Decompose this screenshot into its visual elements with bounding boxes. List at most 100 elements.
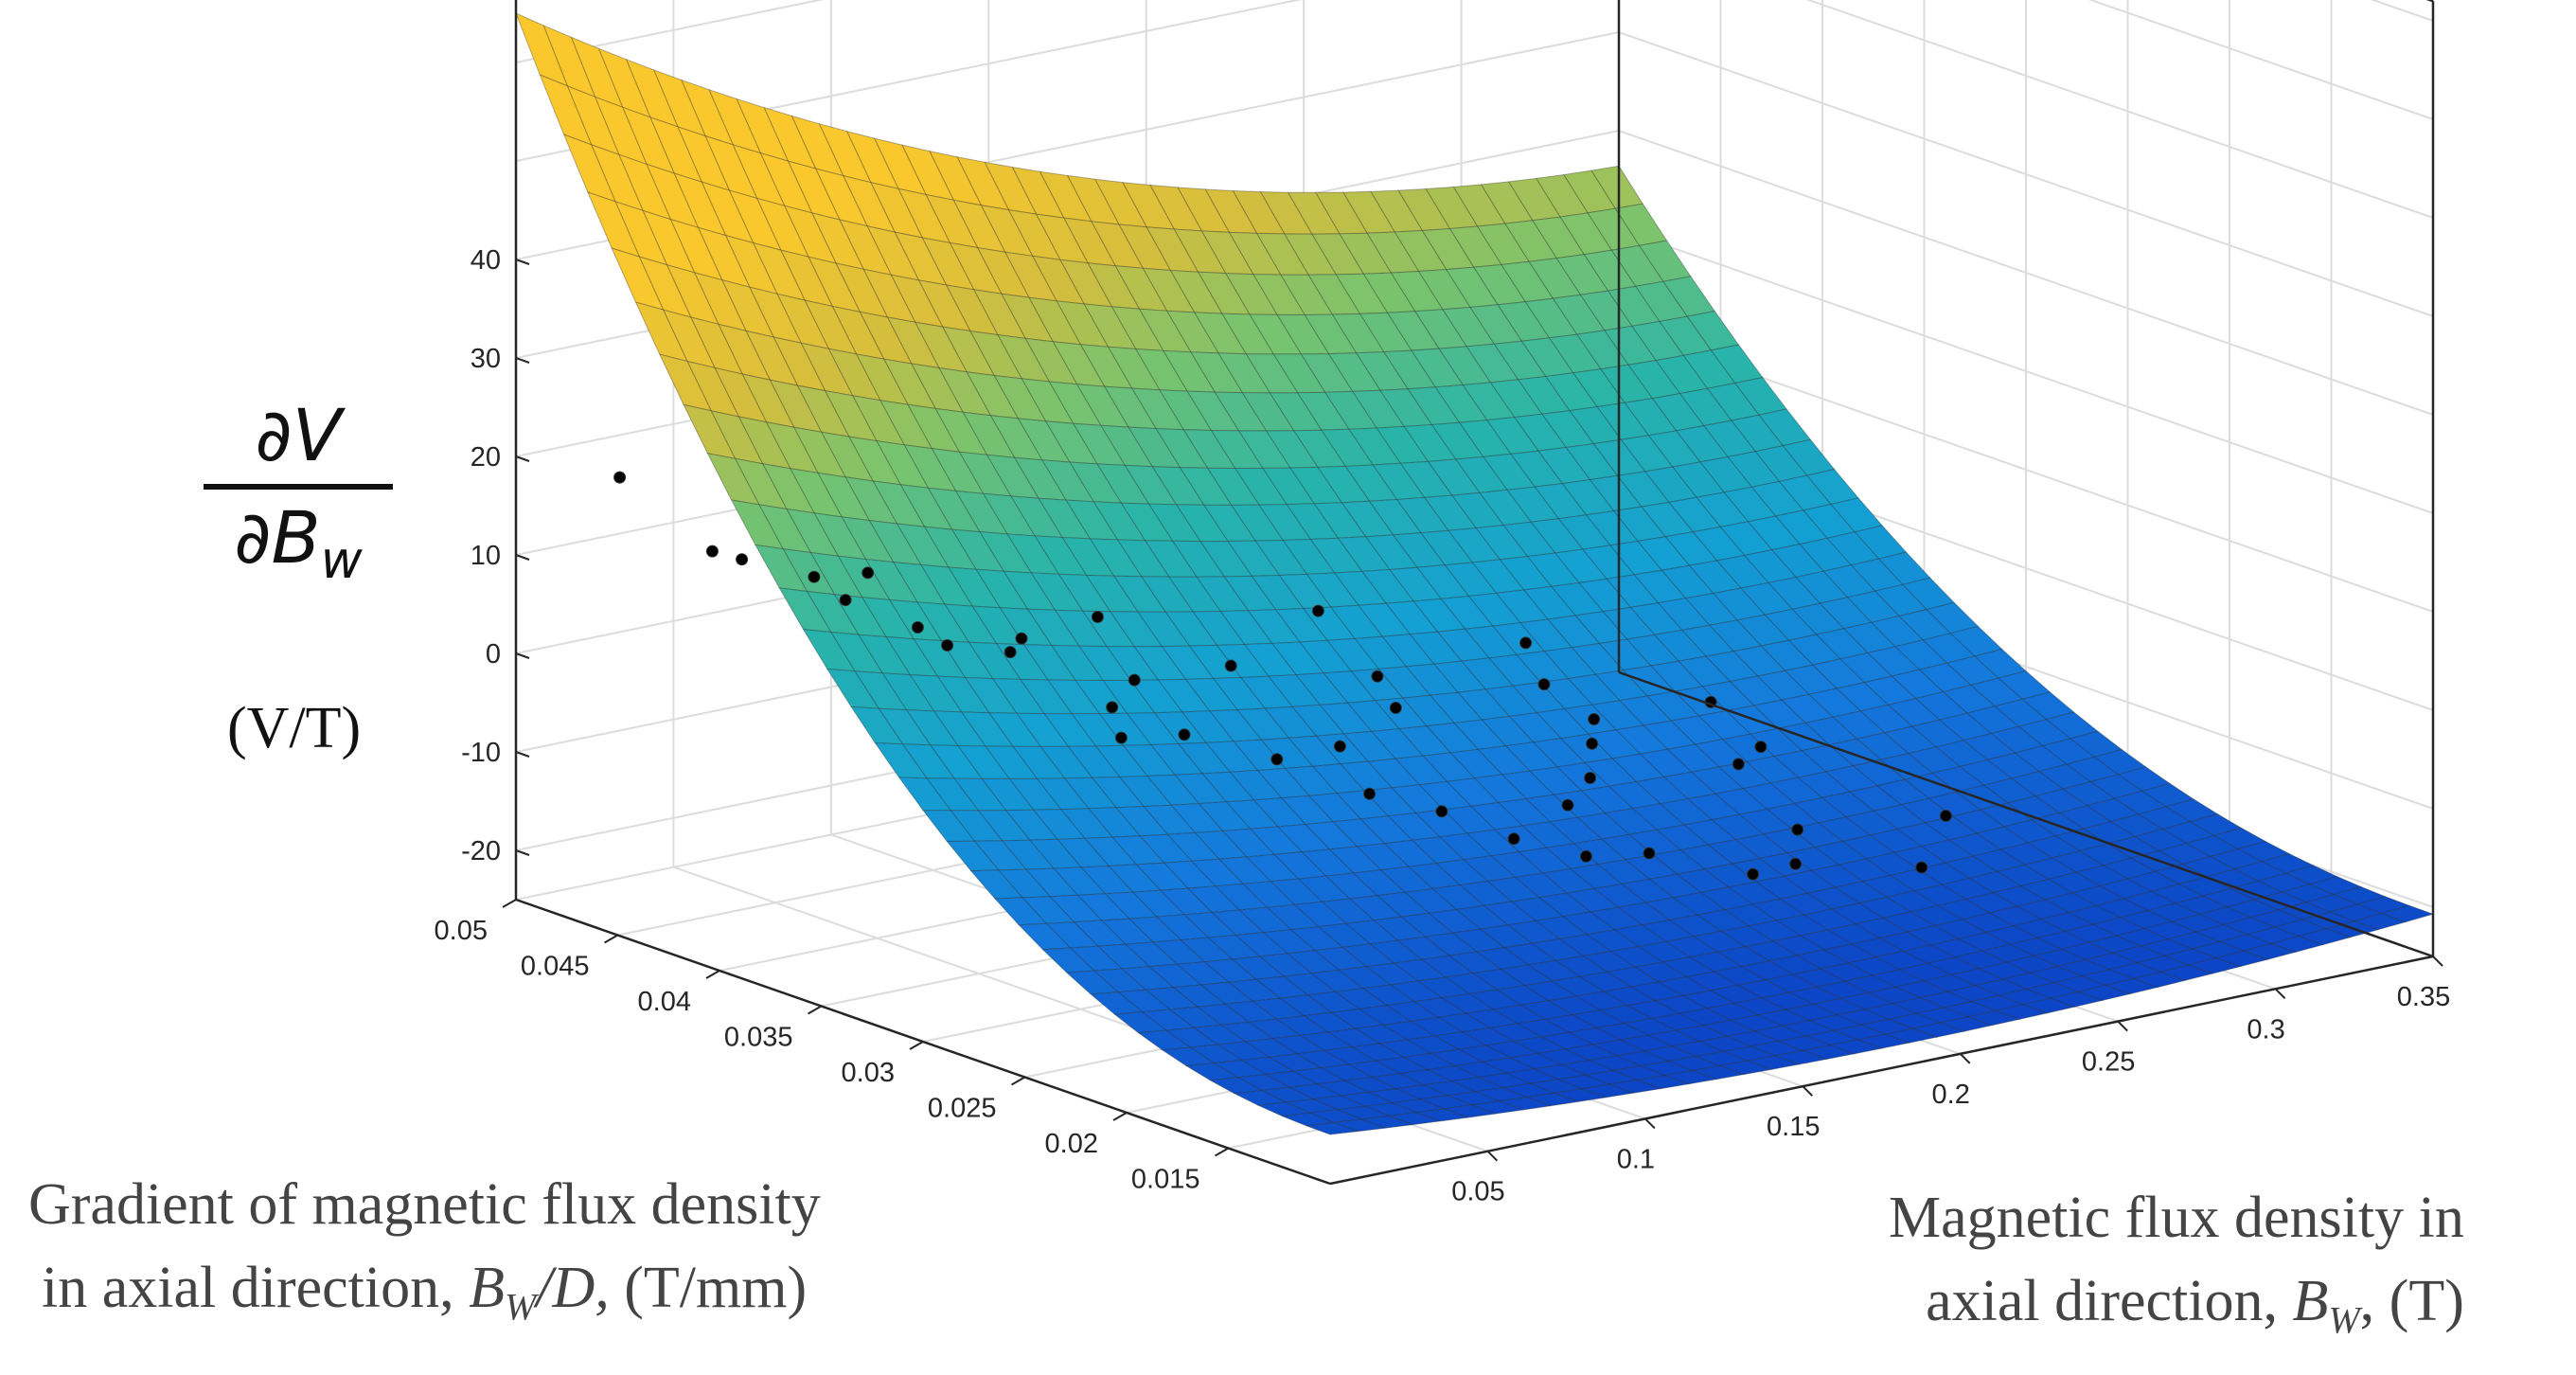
surface-facet-35	[625, 58, 679, 128]
surface-facet-1183	[1649, 1012, 1705, 1031]
axis-edge-0	[1329, 955, 2434, 1186]
surface-facet-613	[1590, 700, 1645, 731]
surface-facet-658	[1477, 745, 1531, 776]
surface-facet-1354	[1444, 1104, 1496, 1118]
surface-facet-607	[1756, 670, 1810, 701]
surface-facet-267	[989, 415, 1043, 461]
surface-facet-1299	[1832, 1024, 1888, 1041]
surface-facet-1015	[1775, 914, 1830, 937]
surface-facet-19	[1066, 174, 1120, 225]
surface-facet-464	[1192, 610, 1246, 646]
axis-box	[514, 0, 2435, 1186]
surface-facet-1346	[1662, 1070, 1718, 1085]
x-tick-label-1: 0.1	[1617, 1144, 1655, 1174]
data-point-29	[1754, 741, 1768, 754]
surface-facet-219	[1186, 390, 1240, 432]
surface-facet-807	[1875, 778, 1930, 806]
surface-facet-873	[1182, 911, 1237, 938]
surface-facet-1089	[1988, 905, 2043, 927]
z-tick-label-5: 30	[471, 344, 501, 374]
surface-facet-669	[1173, 773, 1228, 805]
surface-facet-327	[1589, 474, 1643, 512]
surface-facet-738	[1524, 794, 1579, 823]
surface-facet-877	[1073, 920, 1127, 947]
z-tick-label-1: -10	[461, 738, 501, 768]
surface-facet-1059	[1688, 951, 1743, 973]
surface-facet-1355	[1416, 1108, 1468, 1122]
surface-facet-1238	[1260, 1086, 1316, 1103]
surface-facet-428	[1057, 573, 1111, 613]
surface-facet-93	[1279, 274, 1334, 316]
surface-facet-249	[1485, 417, 1539, 455]
surface-facet-504	[1216, 643, 1270, 679]
surface-facet-42	[1559, 212, 1613, 256]
surface-facet-481	[1850, 558, 1904, 592]
surface-facet-46	[1448, 225, 1502, 268]
surface-facet-522	[1846, 590, 1900, 623]
surface-facet-996	[1172, 984, 1227, 1008]
surface-facet-339	[1257, 504, 1312, 542]
surface-facet-411	[1526, 552, 1580, 587]
surface-facet-943	[1506, 920, 1561, 944]
data-point-18	[1015, 632, 1028, 645]
surface-facet-786	[1328, 846, 1382, 874]
surface-facet-832	[1186, 885, 1241, 914]
surface-facet-276	[741, 373, 795, 428]
surface-facet-810	[1793, 796, 1848, 824]
x-label-line-1: Magnetic flux density in	[1889, 1186, 2464, 1250]
surface-facet-8	[1370, 189, 1424, 233]
surface-facet-236	[717, 323, 772, 381]
surface-facet-1328	[2159, 964, 2214, 981]
surface-facet-730	[1745, 756, 1800, 784]
surface-facet-29	[791, 115, 844, 177]
surface-facet-1265	[1643, 1045, 1698, 1062]
y-tick-mark-4	[808, 1005, 822, 1015]
surface-facet-621	[1370, 728, 1425, 759]
data-point-32	[1537, 678, 1551, 691]
surface-facet-235	[745, 330, 799, 386]
surface-facet-734	[1635, 776, 1689, 805]
y-tick-label-5: 0.04	[638, 987, 691, 1017]
y-tick-mark-6	[604, 934, 618, 944]
data-point-20	[1561, 798, 1574, 812]
surface-facet-878	[1045, 921, 1099, 949]
grid-line-z-8	[515, 0, 2434, 120]
surface-facet-1180	[1732, 997, 1787, 1016]
surface-facet-146	[945, 284, 999, 336]
surface-facet-309	[958, 451, 1012, 497]
surface-facet-1215	[1894, 980, 1949, 999]
surface-facet-473	[944, 603, 998, 645]
surface-facet-934	[1754, 875, 1809, 900]
data-point-1	[705, 545, 719, 558]
surface-facet-278	[685, 360, 740, 418]
surface-facet-972	[1834, 881, 1889, 904]
surface-facet-433	[919, 563, 974, 607]
surface-facet-819	[1545, 843, 1599, 869]
y-tick-mark-0	[1215, 1147, 1229, 1157]
y-tick-label-7: 0.05	[435, 916, 488, 946]
surface-facet-259	[1210, 429, 1264, 470]
data-point-30	[1791, 823, 1804, 836]
surface-facet-721	[1993, 698, 2048, 727]
surface-facet-1226	[1590, 1039, 1646, 1057]
surface-facet-811	[1766, 802, 1820, 830]
y-label-unit: (T/mm)	[609, 1256, 808, 1320]
surface-facet-57	[1146, 226, 1199, 273]
surface-facet-589	[1126, 712, 1180, 746]
surface-facet-359	[706, 453, 760, 506]
surface-facet-908	[1344, 920, 1399, 945]
surface-facet-700	[1446, 777, 1500, 807]
z-label-denominator-main: ∂B	[234, 495, 321, 580]
surface-facet-538	[1405, 663, 1459, 696]
data-point-39	[1915, 861, 1928, 874]
x-label-sub: W	[2328, 1298, 2360, 1342]
surface-facet-1119	[1161, 1046, 1216, 1067]
x-label-var: B	[2292, 1269, 2329, 1333]
surface-facet-1094	[1850, 938, 1905, 958]
surface-facet-199	[611, 247, 665, 311]
data-point-13	[1435, 805, 1448, 818]
x-axis-label: Magnetic flux density in axial direction…	[1889, 1176, 2464, 1362]
surface-facet-1213	[1949, 968, 2005, 987]
data-point-36	[1747, 867, 1760, 881]
surface-facet-462	[1247, 609, 1301, 644]
